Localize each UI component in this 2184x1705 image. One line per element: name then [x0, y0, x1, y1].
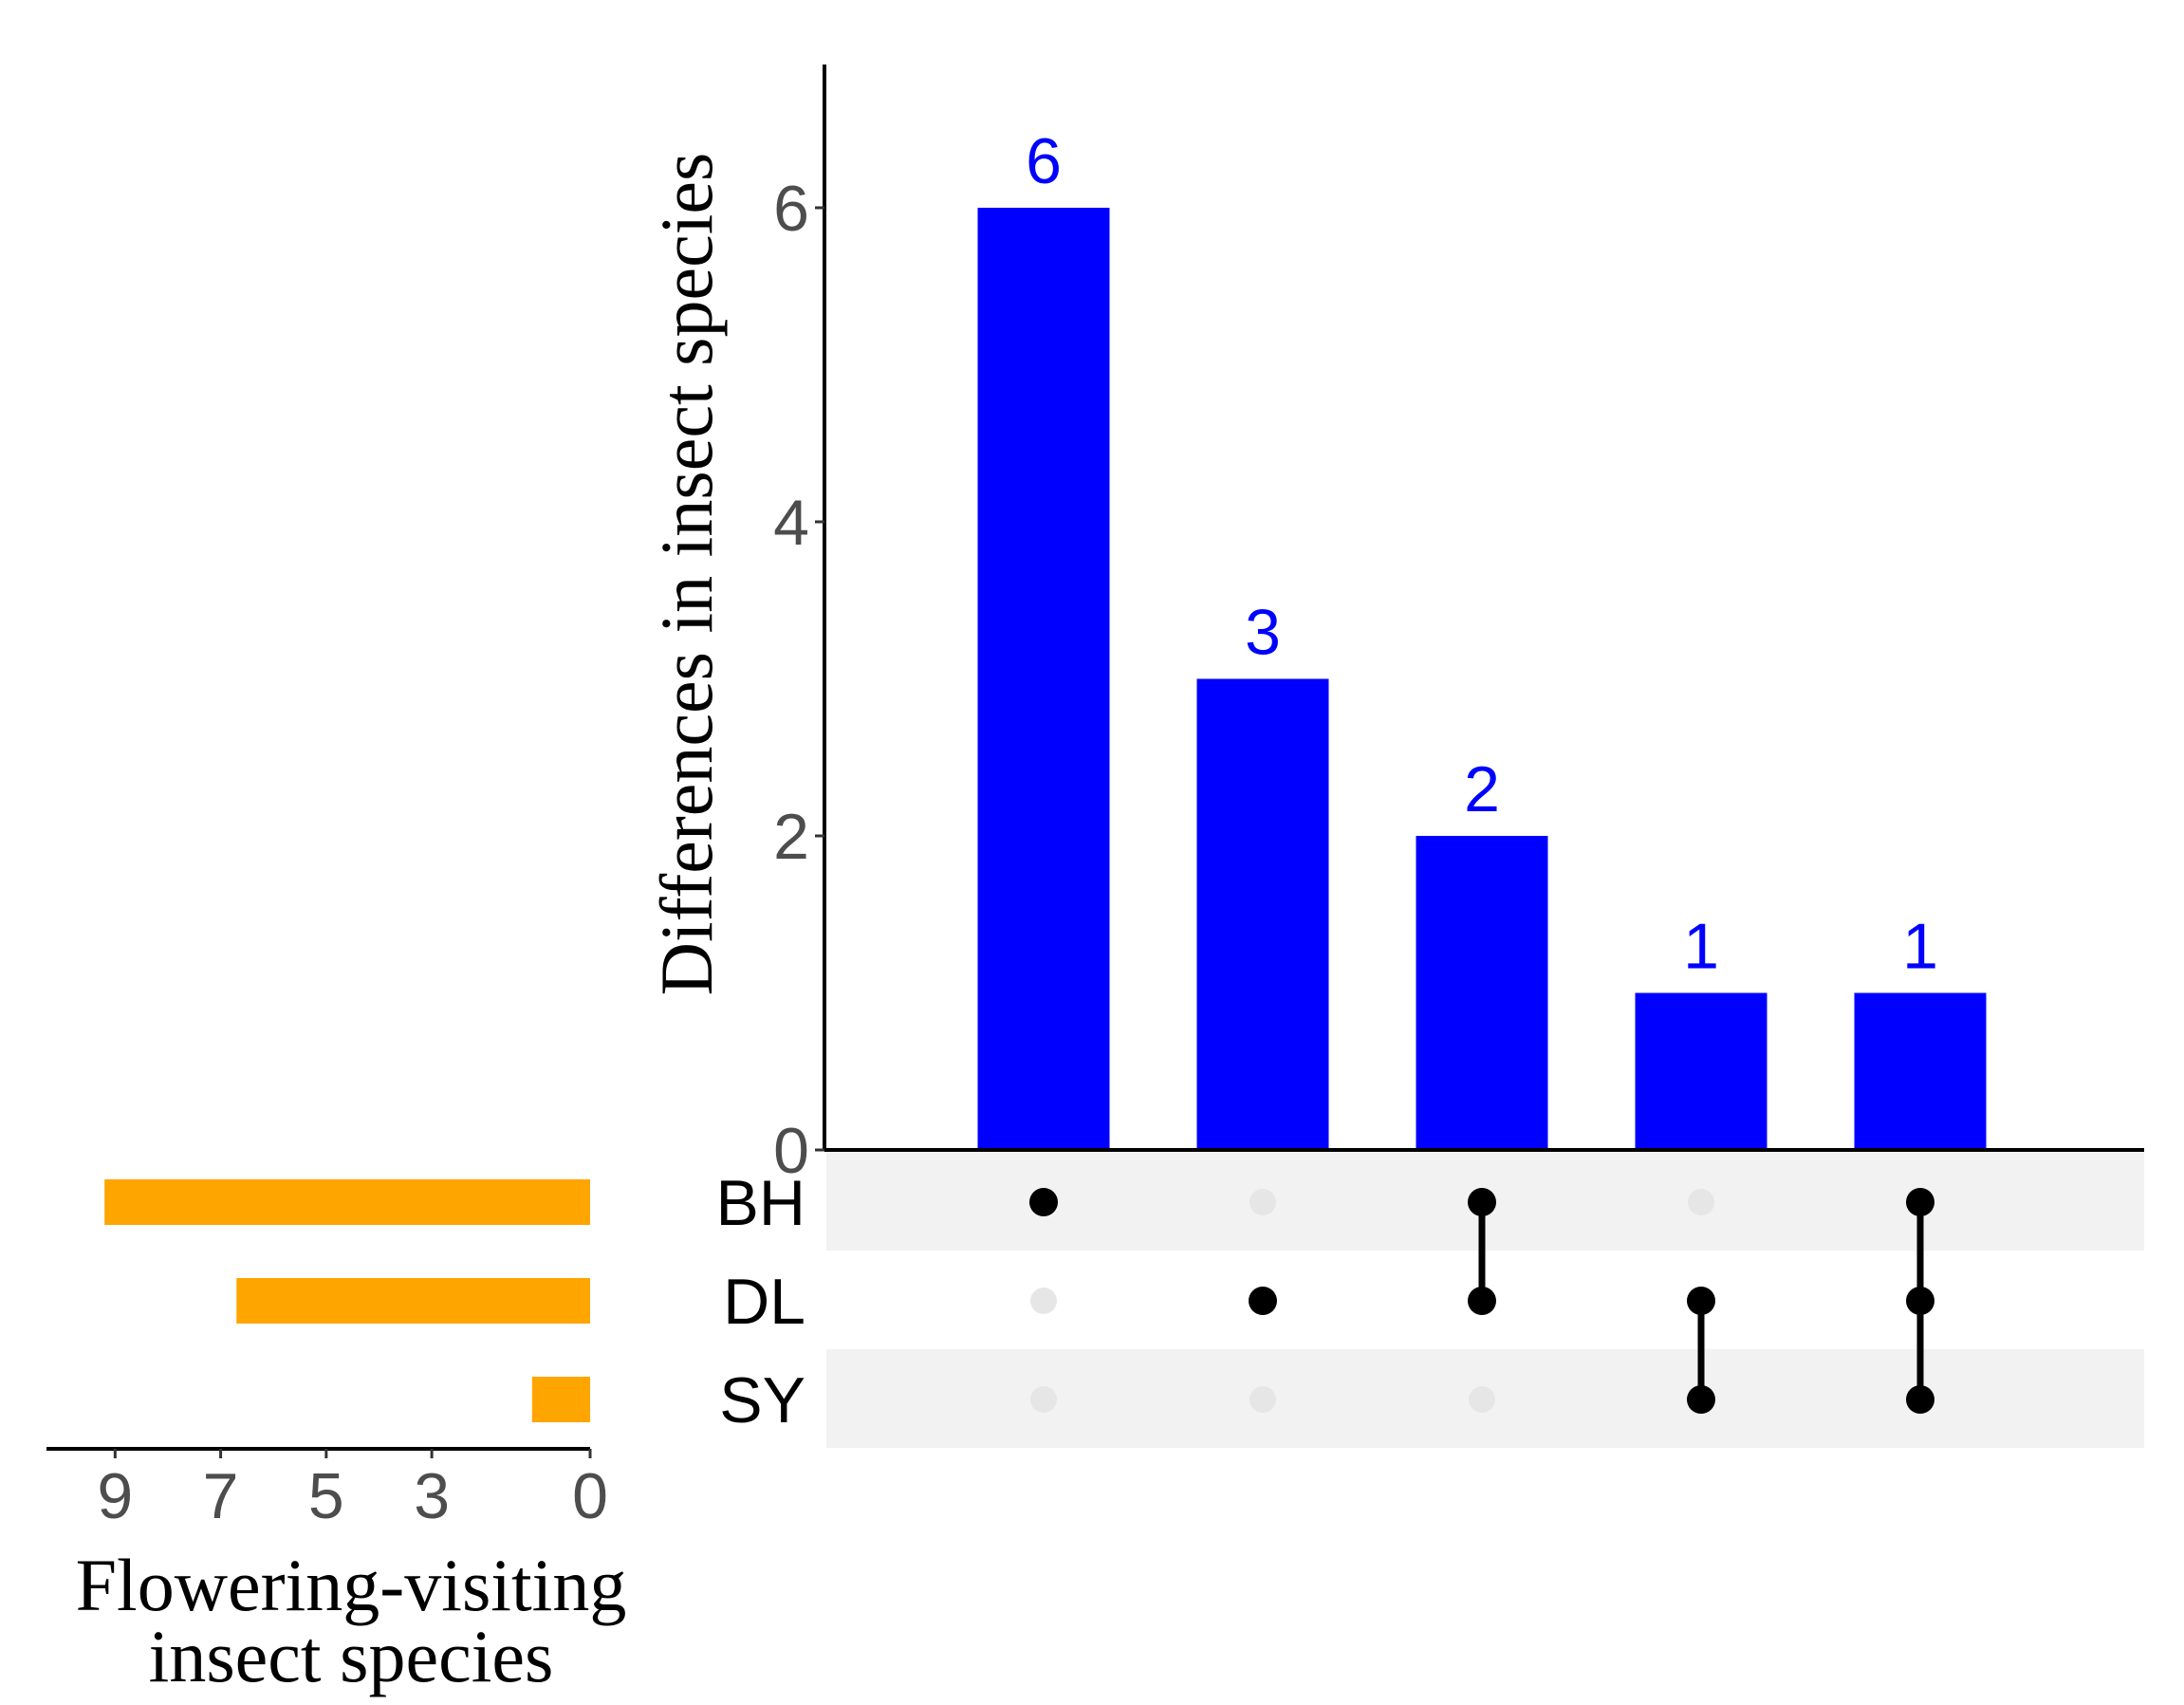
- matrix-dot-active: [1687, 1385, 1715, 1414]
- matrix-dot-active: [1906, 1385, 1934, 1414]
- set-label-dl: DL: [723, 1266, 805, 1338]
- matrix-dot-active: [1687, 1287, 1715, 1315]
- matrix-dot-inactive: [1030, 1386, 1057, 1413]
- main-y-tick-label: 2: [773, 801, 809, 873]
- matrix-dot-active: [1249, 1287, 1277, 1315]
- set-axis-tick-label: 3: [414, 1460, 450, 1532]
- set-size-bar-sy: [531, 1377, 590, 1422]
- intersection-matrix: BH DL SY: [716, 1167, 1934, 1436]
- intersection-bar: [977, 207, 1110, 1150]
- matrix-dot-inactive: [1469, 1386, 1495, 1413]
- intersection-bar-label: 1: [1683, 910, 1719, 982]
- intersection-bar: [1196, 678, 1329, 1150]
- main-bars: 6 3 2 1 1: [977, 125, 1987, 1150]
- matrix-dot-inactive: [1030, 1288, 1057, 1314]
- set-label-sy: SY: [719, 1364, 805, 1436]
- set-axis-tick-label: 5: [308, 1460, 344, 1532]
- intersection-bar-label: 2: [1464, 753, 1500, 825]
- intersection-bar: [1635, 992, 1768, 1150]
- main-y-axis-title: Differences in insect species: [645, 153, 728, 996]
- main-y-tick-label: 4: [773, 487, 809, 559]
- set-axis-title-line-2: insect species: [149, 1615, 554, 1697]
- main-y-tick-label: 0: [773, 1115, 809, 1187]
- matrix-dot-active: [1468, 1188, 1496, 1216]
- intersection-bar-label: 1: [1902, 910, 1938, 982]
- set-axis-title-line-1: Flowering-visiting: [76, 1544, 627, 1626]
- matrix-dot-active: [1029, 1188, 1058, 1216]
- matrix-dot-active: [1468, 1287, 1496, 1315]
- set-size-bars: [104, 1179, 590, 1422]
- matrix-dot-inactive: [1688, 1189, 1714, 1215]
- intersection-bar-label: 3: [1245, 596, 1281, 668]
- set-size-bar-bh: [104, 1179, 590, 1225]
- matrix-dot-active: [1906, 1287, 1934, 1315]
- matrix-dot-active: [1906, 1188, 1934, 1216]
- set-axis-tick-label: 0: [572, 1460, 608, 1532]
- intersection-bar: [1416, 835, 1548, 1150]
- main-y-axis: Differences in insect species 0 2 4 6: [645, 65, 2144, 1187]
- intersection-bar-label: 6: [1026, 125, 1062, 197]
- matrix-dot-inactive: [1249, 1386, 1276, 1413]
- set-size-bar-dl: [236, 1278, 590, 1324]
- set-label-bh: BH: [716, 1167, 805, 1239]
- matrix-dot-inactive: [1249, 1189, 1276, 1215]
- main-y-tick-label: 6: [773, 173, 809, 245]
- set-axis-tick-label: 7: [203, 1460, 239, 1532]
- set-axis-tick-label: 9: [97, 1460, 133, 1532]
- intersection-bar: [1854, 992, 1987, 1150]
